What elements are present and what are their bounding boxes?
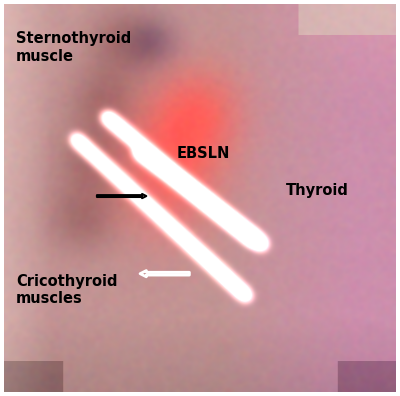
- Text: Thyroid: Thyroid: [286, 183, 349, 198]
- Text: Sternothyroid
muscle: Sternothyroid muscle: [16, 31, 131, 63]
- Text: Cricothyroid
muscles: Cricothyroid muscles: [16, 274, 117, 306]
- Text: EBSLN: EBSLN: [176, 146, 230, 161]
